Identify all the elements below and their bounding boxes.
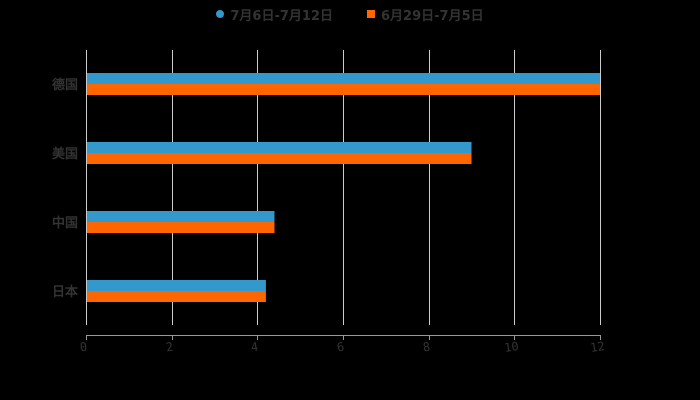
bar[interactable] [87,84,600,95]
tick-label: 10 [503,339,519,355]
bar[interactable] [87,222,275,233]
legend-label-series1: 7月6日-7月12日 [230,8,333,24]
legend-circle-icon [216,10,225,18]
legend-square-icon [367,10,375,18]
tick-label: 0 [79,340,88,355]
tick-label: 6 [336,340,345,355]
legend-label-series2: 6月29日-7月5日 [381,8,484,24]
category-label: 德国 [52,77,78,93]
bar[interactable] [87,280,266,291]
category-label: 中国 [52,215,78,231]
tick-label: 4 [250,340,259,355]
tick-label: 2 [165,340,174,355]
legend-item-series1[interactable]: 7月6日-7月12日 [216,5,333,24]
bar[interactable] [87,142,472,153]
bar[interactable] [87,153,472,164]
category-label: 美国 [52,146,78,162]
gridlines [86,50,601,325]
x-axis: 0 2 4 6 8 10 12 [79,335,606,355]
tick-label: 12 [589,339,605,355]
legend-item-series2[interactable]: 6月29日-7月5日 [367,5,484,24]
tick-label: 8 [422,340,431,355]
chart-legend: 7月6日-7月12日 6月29日-7月5日 [0,4,700,24]
bar[interactable] [87,73,600,84]
bar[interactable] [87,291,266,302]
category-label: 日本 [52,284,78,300]
bars [87,73,600,302]
bar[interactable] [87,211,275,222]
